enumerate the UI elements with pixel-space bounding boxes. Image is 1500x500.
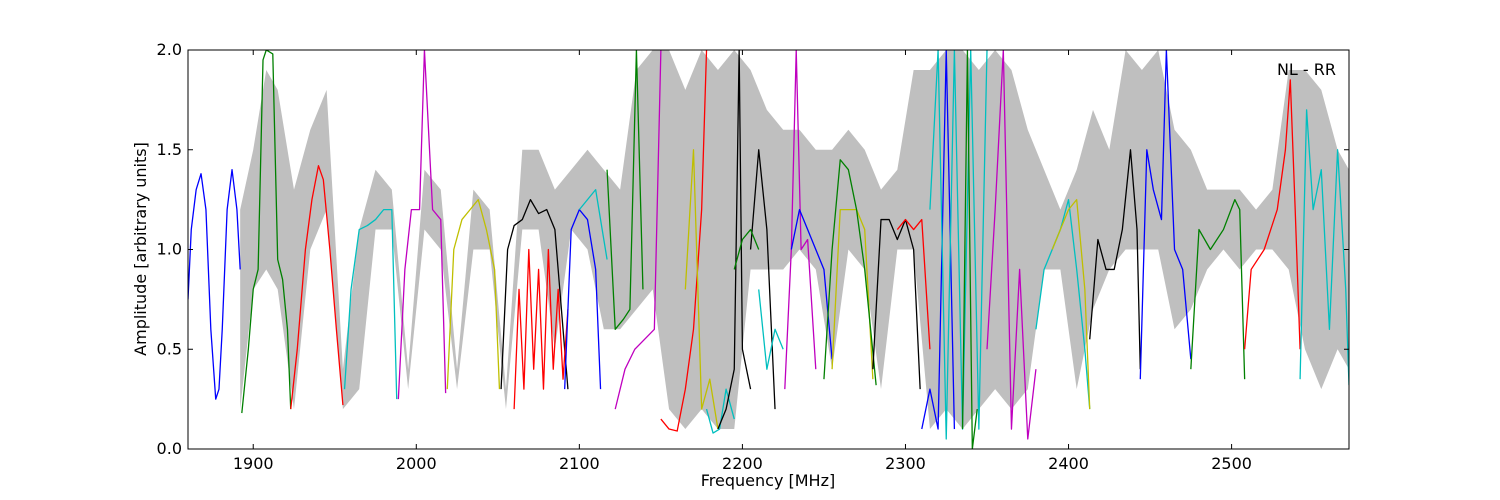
series-line-25 xyxy=(896,218,931,350)
y-axis-label: Amplitude [arbitrary units] xyxy=(131,142,150,356)
series-line-2 xyxy=(241,50,292,414)
series-line-17 xyxy=(749,149,776,410)
y-tick-label: 0.0 xyxy=(157,439,182,458)
x-tick-label: 2000 xyxy=(396,454,437,473)
x-tick-label: 2100 xyxy=(559,454,600,473)
series-line-3 xyxy=(290,165,344,410)
x-axis: 1900 2000 2100 2200 2300 2400 2500 xyxy=(233,50,1252,473)
series-line-1 xyxy=(188,169,241,400)
x-axis-label: Frequency [MHz] xyxy=(701,471,835,490)
series-line-21 xyxy=(790,208,833,360)
series-line-19 xyxy=(758,289,784,370)
x-tick-label: 2200 xyxy=(722,454,763,473)
series-group xyxy=(188,50,1349,449)
series-line-20 xyxy=(784,50,817,390)
series-line-7 xyxy=(500,198,569,390)
x-tick-label: 2500 xyxy=(1211,454,1252,473)
series-line-31 xyxy=(1051,198,1091,410)
chart-annotation: NL - RR xyxy=(1277,60,1336,79)
series-line-16 xyxy=(717,50,752,430)
series-line-34 xyxy=(1190,198,1246,380)
series-line-28 xyxy=(961,50,978,449)
series-line-11 xyxy=(606,50,644,330)
series-line-4 xyxy=(343,208,398,400)
series-line-26 xyxy=(921,50,956,430)
series-line-29 xyxy=(986,50,1037,440)
series-line-18 xyxy=(733,228,760,270)
series-line-12 xyxy=(614,50,662,410)
y-tick-label: 0.5 xyxy=(157,339,182,358)
series-line-13 xyxy=(660,50,708,432)
y-axis: 0.0 0.5 1.0 1.5 2.0 xyxy=(157,40,1349,458)
series-line-14 xyxy=(684,149,719,430)
x-tick-label: 2400 xyxy=(1048,454,1089,473)
x-tick-label: 2300 xyxy=(885,454,926,473)
band-area xyxy=(240,50,1349,430)
series-line-27 xyxy=(929,50,988,440)
series-line-33 xyxy=(1139,50,1192,380)
series-line-35 xyxy=(1243,79,1301,350)
series-line-23 xyxy=(823,159,877,386)
reference-band xyxy=(240,50,1349,430)
series-line-32 xyxy=(1089,149,1141,370)
series-line-10 xyxy=(578,188,608,260)
series-line-36 xyxy=(1299,109,1349,386)
series-line-5 xyxy=(397,50,447,400)
series-line-22 xyxy=(831,208,874,380)
y-tick-label: 1.0 xyxy=(157,240,182,259)
series-line-30 xyxy=(1035,198,1091,410)
y-tick-label: 1.5 xyxy=(157,140,182,159)
series-line-8 xyxy=(513,248,569,410)
series-line-6 xyxy=(446,198,501,390)
series-line-24 xyxy=(872,218,921,390)
series-line-9 xyxy=(564,208,602,390)
y-tick-label: 2.0 xyxy=(157,40,182,59)
x-tick-label: 1900 xyxy=(233,454,274,473)
series-line-15 xyxy=(705,388,735,434)
